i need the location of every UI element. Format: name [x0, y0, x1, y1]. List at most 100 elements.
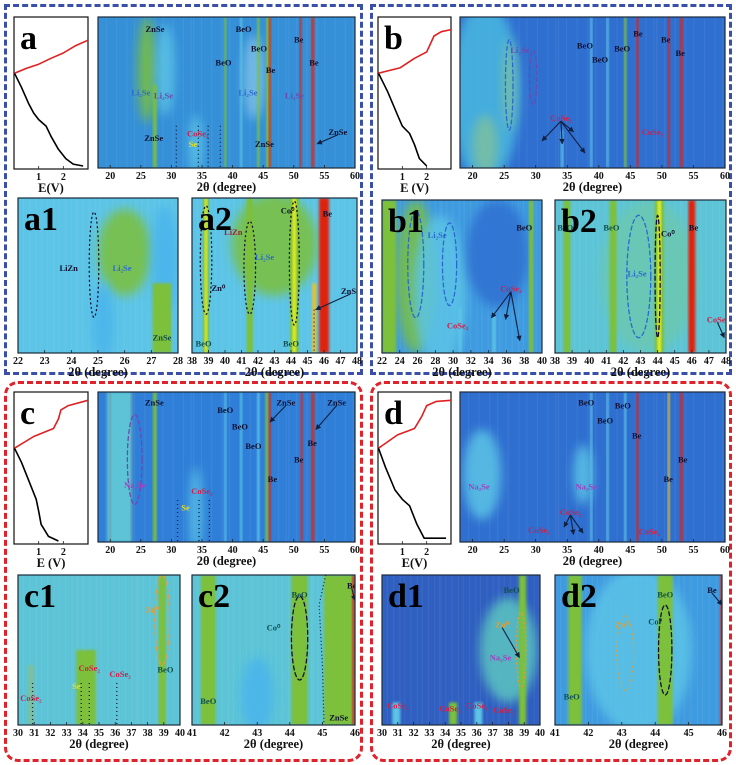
streak [124, 575, 127, 725]
streak [46, 198, 48, 353]
streak [316, 17, 318, 168]
heatmap-body: BeO Be Zn⁰ Co⁰ BeO [555, 575, 722, 725]
group-d-frame [370, 381, 732, 762]
panel-label-d: d [384, 395, 403, 432]
streak [585, 200, 587, 353]
x-tick-label: 48 [352, 356, 362, 367]
phase-annotation: Be [678, 455, 688, 465]
heat-blob [156, 24, 175, 116]
phase-annotation: BeO [504, 585, 520, 595]
streak [215, 198, 217, 353]
streak [257, 575, 259, 725]
heatmap-body: ZnSe BeO BeO BeO Be Be Be Li₂Se Li₂Se Li₂Se Li₂Se Z… [98, 17, 355, 168]
phase-annotation: BeO [232, 422, 248, 432]
streak [193, 17, 195, 168]
streak [457, 575, 460, 725]
streak [674, 17, 676, 168]
x-tick-label: 32 [409, 728, 419, 739]
streak [47, 575, 49, 725]
streak [64, 198, 66, 353]
x-tick-label: 37 [126, 728, 136, 739]
streak [324, 392, 326, 542]
region-ellipse [654, 214, 661, 339]
diffraction-band [257, 392, 260, 542]
phase-annotation: Li₂Se [255, 252, 274, 262]
x-tick-label: 45 [303, 356, 313, 367]
streak [136, 575, 138, 725]
streak [382, 575, 384, 725]
streak [133, 392, 136, 542]
annotation-arrow [711, 592, 722, 606]
diffraction-band [458, 307, 462, 353]
x-tick-label: 23 [40, 356, 50, 367]
panel-label-b2: b2 [561, 203, 597, 240]
diffraction-band [667, 392, 670, 542]
x-tick-label: 20 [105, 545, 115, 556]
streak [558, 392, 560, 542]
diffraction-band [624, 17, 627, 168]
streak [399, 575, 401, 725]
x-tick-label: 35 [456, 728, 466, 739]
region-ellipse [616, 614, 635, 692]
diffraction-band [240, 17, 243, 168]
x-tick-label: 36 [110, 728, 120, 739]
phase-annotation: CoSe₂ [500, 284, 522, 294]
streak [250, 575, 252, 725]
x-tick-label: 50 [289, 171, 299, 182]
streak [281, 575, 283, 725]
x-axis-label: 2θ (degree) [69, 737, 128, 751]
phase-annotation: Be [309, 57, 319, 67]
diffraction-band [268, 392, 272, 542]
x-tick-label: 43 [617, 728, 627, 739]
panel-label-b: b [384, 20, 403, 57]
streak [595, 392, 597, 542]
streak [566, 392, 568, 542]
phase-annotation: Be [266, 65, 276, 75]
phase-annotation: CoSe₂ [20, 693, 42, 703]
diffraction-band [474, 702, 483, 725]
x-tick-label: 48 [721, 356, 731, 367]
x-tick-label: 1 [36, 172, 41, 183]
streak [719, 200, 721, 353]
x-axis-label: 2θ (degree) [431, 737, 490, 751]
region-ellipse [626, 214, 652, 339]
x-tick-label: 31 [393, 728, 403, 739]
phase-annotation: BeO [516, 223, 532, 233]
diffraction-band [382, 200, 397, 353]
x-tick-label: 45 [625, 171, 635, 182]
x-tick-label: 30 [531, 545, 541, 556]
x-axis-label: 2θ (degree) [244, 737, 303, 751]
diffraction-band [311, 392, 315, 542]
x-axis-label: 2θ (degree) [245, 365, 304, 379]
streak [555, 392, 557, 542]
streak [645, 17, 647, 168]
phase-annotation: ZnSe [153, 333, 172, 343]
streak [306, 392, 308, 542]
streak [332, 198, 334, 353]
phase-annotation: Be [307, 438, 317, 448]
x-tick-label: 55 [319, 171, 329, 182]
phase-annotation: Co⁰ [661, 229, 675, 239]
group-c-frame [4, 381, 363, 762]
x-tick-label: 35 [562, 171, 572, 182]
phase-annotation: Co⁰ [281, 205, 295, 215]
x-tick-label: 35 [197, 171, 207, 182]
streak [192, 575, 194, 725]
streak [468, 575, 471, 725]
panel-label-a2: a2 [198, 201, 232, 238]
streak [94, 198, 96, 353]
diffraction-band [311, 17, 315, 168]
x-tick-label: 34 [440, 728, 450, 739]
x-tick-label: 40 [228, 545, 238, 556]
streak [343, 198, 345, 353]
phase-annotation: Zn⁰ [146, 605, 160, 615]
streak [295, 392, 298, 542]
panel-label-a1: a1 [24, 201, 58, 238]
diffraction-band [392, 702, 401, 725]
x-tick-label: 32 [45, 728, 55, 739]
phase-annotation: Be [294, 35, 304, 45]
x-tick-label: 50 [289, 545, 299, 556]
phase-annotation: Be [707, 585, 717, 595]
annotation-arrow [315, 405, 338, 430]
x-tick-label: 44 [653, 356, 663, 367]
